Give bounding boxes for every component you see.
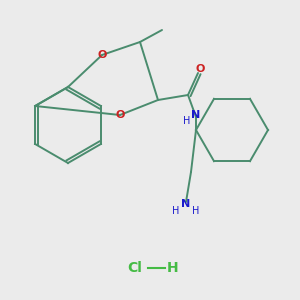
Text: O: O (115, 110, 125, 120)
Text: H: H (167, 261, 179, 275)
Text: N: N (191, 110, 201, 120)
Text: H: H (183, 116, 191, 126)
Text: N: N (182, 199, 190, 209)
Text: Cl: Cl (128, 261, 142, 275)
Text: O: O (195, 64, 205, 74)
Text: O: O (97, 50, 107, 60)
Text: H: H (172, 206, 180, 216)
Text: H: H (192, 206, 200, 216)
